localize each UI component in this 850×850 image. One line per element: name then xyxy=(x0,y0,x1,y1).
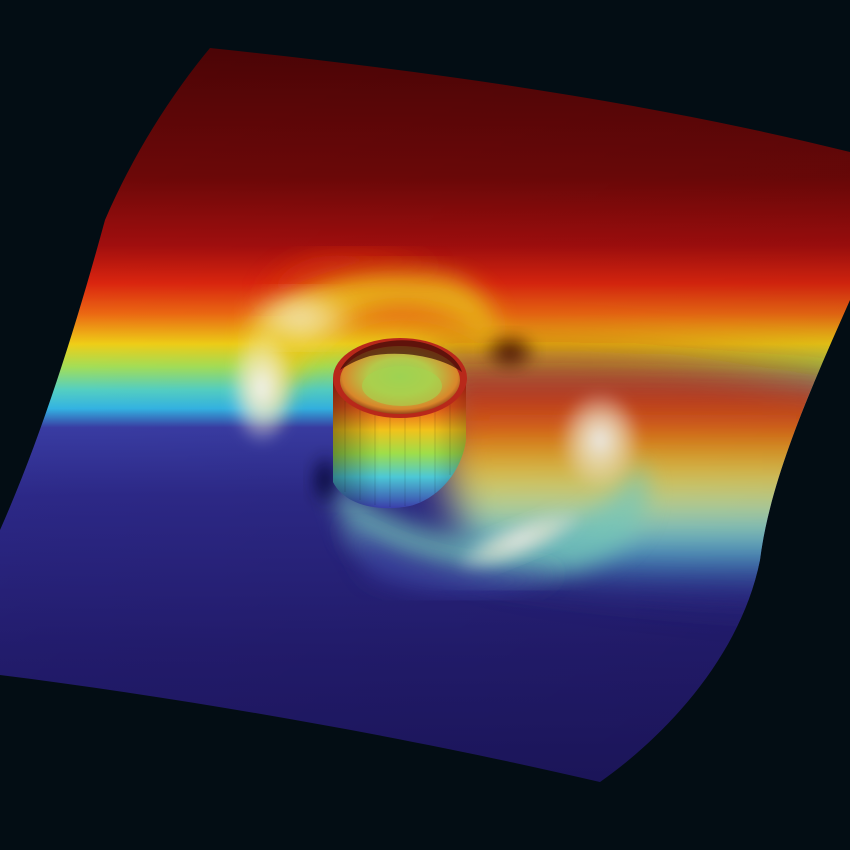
vortex-cylinder xyxy=(333,338,467,509)
